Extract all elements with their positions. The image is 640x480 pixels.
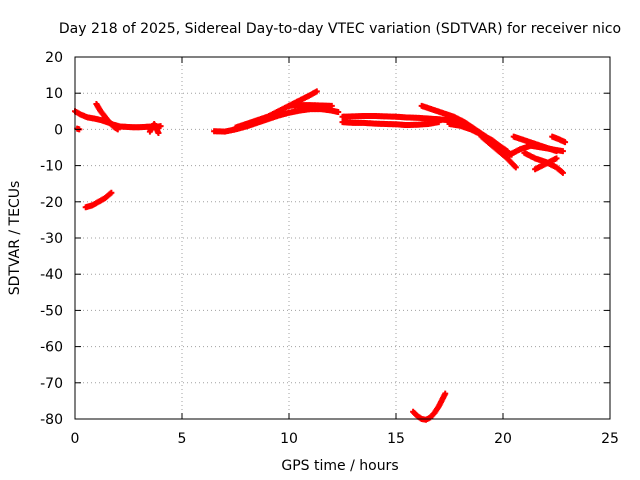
plot-marks — [72, 88, 569, 423]
chart-title: Day 218 of 2025, Sidereal Day-to-day VTE… — [59, 21, 621, 37]
data-series-track-d — [146, 120, 162, 137]
axis-ticks: 0 5 10 15 20 25 -80 -70 -60 -50 -40 -30 -20 -10 0 10 20 — [40, 50, 619, 447]
data-point — [435, 119, 442, 126]
y-tick-label: 0 — [54, 122, 63, 138]
data-series-track-q — [532, 155, 560, 173]
y-tick-label: -20 — [40, 195, 63, 211]
data-point — [512, 164, 519, 171]
y-tick-label: -70 — [40, 376, 63, 392]
data-point — [114, 126, 121, 133]
x-tick-label: 0 — [71, 431, 80, 447]
y-tick-label: -50 — [40, 303, 63, 319]
y-tick-label: 20 — [45, 50, 63, 66]
data-series-track-h — [286, 102, 335, 109]
data-point — [442, 390, 449, 397]
data-series-track-j — [339, 119, 442, 129]
data-series-track-e — [82, 189, 115, 211]
y-tick-label: -80 — [40, 412, 63, 428]
x-axis-title: GPS time / hours — [281, 458, 398, 474]
y-axis-title: SDTVAR / TECUs — [7, 181, 23, 296]
data-point — [155, 130, 162, 137]
data-series-track-o — [506, 142, 566, 158]
data-point — [328, 102, 335, 109]
y-tick-label: -30 — [40, 231, 63, 247]
data-series-track-m — [478, 133, 519, 171]
x-tick-label: 20 — [494, 431, 512, 447]
data-series-track-b — [93, 101, 121, 133]
data-point — [559, 169, 566, 176]
data-point — [562, 139, 569, 146]
data-point — [157, 123, 164, 130]
y-tick-label: -60 — [40, 340, 63, 356]
data-series-track-l — [446, 120, 515, 158]
x-tick-label: 25 — [601, 431, 619, 447]
data-series-track-r — [549, 133, 569, 146]
y-tick-label: 10 — [45, 86, 63, 102]
data-point — [335, 109, 342, 116]
grid-lines — [75, 57, 610, 419]
y-tick-label: -10 — [40, 159, 63, 175]
data-point — [313, 88, 320, 95]
data-series-track-s — [410, 390, 449, 423]
y-tick-label: -40 — [40, 267, 63, 283]
data-point — [108, 189, 115, 196]
x-tick-label: 5 — [178, 431, 187, 447]
data-point — [559, 148, 566, 155]
data-point — [553, 155, 560, 162]
x-tick-label: 15 — [387, 431, 405, 447]
x-tick-label: 10 — [280, 431, 298, 447]
data-series-track-i — [339, 113, 464, 125]
